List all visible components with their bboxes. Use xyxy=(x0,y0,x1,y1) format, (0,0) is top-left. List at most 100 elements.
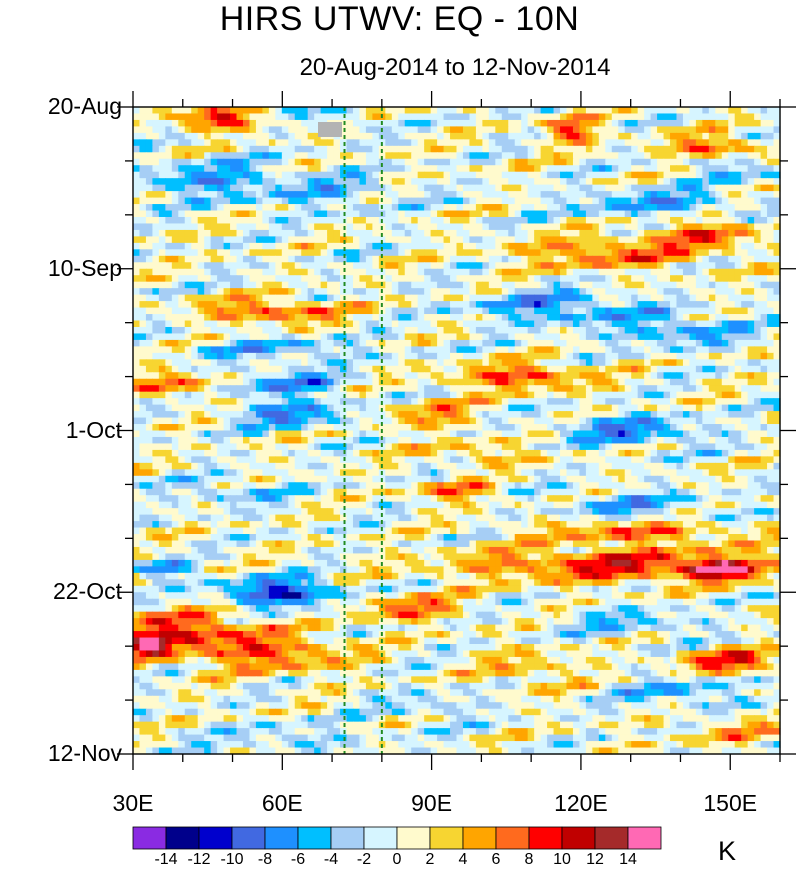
heatmap-cell xyxy=(637,281,645,289)
heatmap-cell xyxy=(417,359,425,367)
heatmap-cell xyxy=(249,236,257,244)
heatmap-cell xyxy=(365,365,373,373)
heatmap-cell xyxy=(469,411,477,419)
heatmap-cell xyxy=(359,126,367,134)
heatmap-cell xyxy=(527,391,535,399)
heatmap-cell xyxy=(527,372,535,380)
heatmap-cell xyxy=(184,113,192,121)
heatmap-cell xyxy=(133,385,141,393)
heatmap-cell xyxy=(760,107,768,115)
heatmap-cell xyxy=(514,281,522,289)
heatmap-cell xyxy=(152,139,160,147)
heatmap-cell xyxy=(728,113,736,121)
heatmap-cell xyxy=(404,216,412,225)
heatmap-cell xyxy=(236,107,244,115)
heatmap-cell xyxy=(657,301,665,309)
heatmap-cell xyxy=(650,119,658,128)
heatmap-cell xyxy=(288,178,296,186)
heatmap-cell xyxy=(165,178,173,186)
heatmap-cell xyxy=(585,229,593,237)
heatmap-cell xyxy=(158,294,166,302)
heatmap-cell xyxy=(204,275,212,283)
heatmap-cell xyxy=(191,372,199,380)
heatmap-cell xyxy=(747,223,755,231)
heatmap-cell xyxy=(275,365,283,373)
heatmap-cell xyxy=(611,178,619,186)
heatmap-cell xyxy=(689,178,697,186)
heatmap-cell xyxy=(327,391,335,399)
heatmap-cell xyxy=(708,326,716,335)
heatmap-cell xyxy=(488,417,496,425)
heatmap-cell xyxy=(307,171,315,179)
heatmap-cell xyxy=(572,132,581,140)
heatmap-cell xyxy=(236,378,244,386)
heatmap-cell xyxy=(456,255,464,263)
heatmap-cell xyxy=(437,404,445,412)
heatmap-cell xyxy=(314,152,322,160)
heatmap-cell xyxy=(223,242,231,250)
heatmap-cell xyxy=(411,314,419,322)
heatmap-cell xyxy=(191,197,199,205)
heatmap-cell xyxy=(424,249,432,257)
heatmap-cell xyxy=(702,391,710,399)
heatmap-cell xyxy=(437,229,445,237)
heatmap-cell xyxy=(657,139,665,147)
heatmap-cell xyxy=(430,301,438,309)
heatmap-cell xyxy=(741,229,749,237)
heatmap-cell xyxy=(469,216,477,225)
heatmap-cell xyxy=(508,132,516,140)
heatmap-cell xyxy=(158,236,166,244)
heatmap-cell xyxy=(346,320,354,328)
heatmap-cell xyxy=(689,197,697,205)
heatmap-cell xyxy=(184,184,192,192)
heatmap-cell xyxy=(456,145,464,153)
heatmap-cell xyxy=(708,158,716,166)
heatmap-cell xyxy=(365,372,373,380)
heatmap-cell xyxy=(540,365,548,373)
heatmap-cell xyxy=(579,346,587,354)
heatmap-cell xyxy=(560,165,568,173)
heatmap-cell xyxy=(443,171,451,179)
heatmap-cell xyxy=(611,165,619,173)
heatmap-cell xyxy=(721,288,729,296)
heatmap-cell xyxy=(670,307,678,315)
heatmap-cell xyxy=(430,210,438,218)
heatmap-cell xyxy=(592,378,600,386)
heatmap-cell xyxy=(249,210,257,218)
heatmap-cell xyxy=(398,171,406,179)
heatmap-cell xyxy=(288,119,296,128)
heatmap-cell xyxy=(566,158,574,166)
heatmap-cell xyxy=(417,132,425,140)
heatmap-cell xyxy=(773,178,781,186)
heatmap-cell xyxy=(508,404,516,412)
heatmap-cell xyxy=(456,352,464,360)
heatmap-cell xyxy=(346,236,354,244)
heatmap-cell xyxy=(592,145,600,153)
heatmap-cell xyxy=(734,242,742,250)
heatmap-cell xyxy=(262,307,270,315)
heatmap-cell xyxy=(314,249,322,257)
heatmap-cell xyxy=(346,378,354,386)
heatmap-cell xyxy=(676,385,684,393)
heatmap-cell xyxy=(372,126,380,134)
heatmap-cell xyxy=(650,339,658,347)
heatmap-cell xyxy=(411,288,419,296)
heatmap-cell xyxy=(663,113,671,121)
heatmap-cell xyxy=(585,424,593,432)
heatmap-cell xyxy=(340,346,348,354)
heatmap-cell xyxy=(760,372,768,380)
heatmap-cell xyxy=(217,229,225,237)
heatmap-cell xyxy=(657,281,665,289)
heatmap-cell xyxy=(644,281,652,289)
heatmap-cell xyxy=(411,171,419,179)
heatmap-cell xyxy=(411,404,419,412)
heatmap-cell xyxy=(663,411,671,419)
heatmap-cell xyxy=(456,398,464,406)
heatmap-cell xyxy=(242,314,251,322)
heatmap-cell xyxy=(456,152,464,160)
heatmap-cell xyxy=(398,107,406,115)
heatmap-cell xyxy=(702,152,710,160)
heatmap-cell xyxy=(340,268,348,276)
heatmap-cell xyxy=(398,152,406,160)
heatmap-cell xyxy=(145,411,154,419)
